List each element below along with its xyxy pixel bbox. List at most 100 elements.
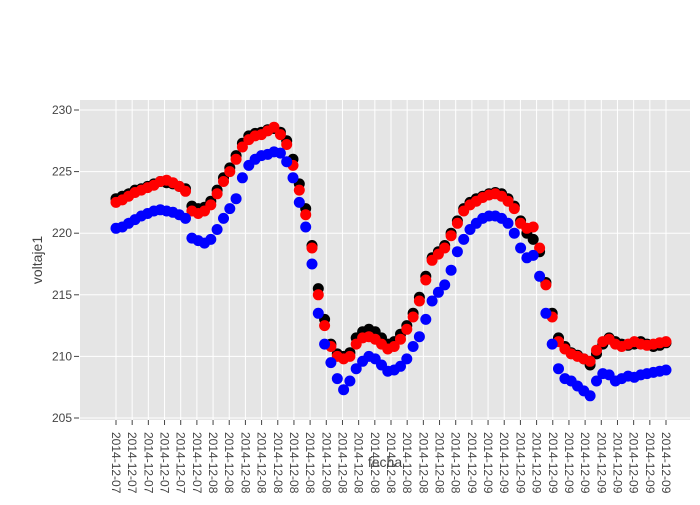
x-tick-label: 2014-12-07 xyxy=(190,432,204,494)
data-point xyxy=(439,279,451,291)
data-point xyxy=(401,323,413,335)
data-point xyxy=(451,217,463,229)
data-point xyxy=(344,350,356,362)
y-tick-label: 205 xyxy=(52,411,72,425)
data-point xyxy=(293,196,305,208)
data-point xyxy=(546,338,558,350)
x-tick-label: 2014-12-08 xyxy=(384,432,398,494)
data-point xyxy=(281,156,293,168)
data-point xyxy=(180,212,191,224)
data-point xyxy=(540,307,552,319)
x-tick-labels: 2014-12-07 2014-12-07 2014-12-07 2014-12-07… xyxy=(109,420,673,494)
data-point xyxy=(293,184,305,196)
y-axis-title: voltaje1 xyxy=(29,236,45,284)
x-tick-label: 2014-12-09 xyxy=(546,432,560,494)
data-point xyxy=(527,233,539,245)
y-tick-label: 230 xyxy=(52,103,72,117)
x-tick-label: 2014-12-07 xyxy=(141,432,155,494)
x-tick-label: 2014-12-09 xyxy=(562,432,576,494)
data-point xyxy=(534,270,546,282)
x-tick-label: 2014-12-08 xyxy=(433,432,447,494)
data-point xyxy=(540,279,552,291)
data-point xyxy=(420,274,432,286)
data-point xyxy=(312,307,324,319)
x-tick-label: 2014-12-08 xyxy=(222,432,236,494)
x-tick-label: 2014-12-07 xyxy=(109,432,123,494)
data-point xyxy=(274,129,286,141)
x-tick-label: 2014-12-08 xyxy=(400,432,414,494)
data-point xyxy=(281,139,293,150)
series-layer xyxy=(110,121,672,402)
x-tick-label: 2014-12-08 xyxy=(271,432,285,494)
data-point xyxy=(218,212,229,224)
series-group xyxy=(110,121,672,367)
data-point xyxy=(224,166,236,178)
x-tick-label: 2014-12-08 xyxy=(287,432,301,494)
data-point xyxy=(445,230,457,242)
y-tick-label: 215 xyxy=(52,288,72,302)
data-point xyxy=(300,221,312,233)
data-point xyxy=(458,233,470,245)
y-tick-label: 220 xyxy=(52,226,72,240)
data-point xyxy=(312,289,324,301)
x-tick-label: 2014-12-09 xyxy=(578,432,592,494)
x-tick-label: 2014-12-08 xyxy=(416,432,430,494)
x-tick-label: 2014-12-08 xyxy=(449,432,463,494)
data-point xyxy=(224,203,236,215)
data-point xyxy=(527,249,539,261)
data-point xyxy=(395,333,406,345)
x-tick-label: 2014-12-09 xyxy=(481,432,495,494)
data-point xyxy=(401,353,413,365)
data-point xyxy=(407,311,419,323)
y-tick-label: 225 xyxy=(52,165,72,179)
x-tick-label: 2014-12-09 xyxy=(643,432,657,494)
data-point xyxy=(502,195,514,207)
x-tick-label: 2014-12-08 xyxy=(238,432,252,494)
x-tick-label: 2014-12-09 xyxy=(465,432,479,494)
data-point xyxy=(230,153,242,165)
x-tick-label: 2014-12-09 xyxy=(659,432,673,494)
data-point xyxy=(591,375,602,387)
data-point xyxy=(306,258,318,270)
data-point xyxy=(395,360,406,372)
x-tick-label: 2014-12-09 xyxy=(627,432,641,494)
data-point xyxy=(205,233,217,245)
x-tick-label: 2014-12-07 xyxy=(158,432,172,494)
data-point xyxy=(660,364,672,376)
x-tick-label: 2014-12-07 xyxy=(174,432,188,494)
series-group xyxy=(110,146,672,402)
x-tick-label: 2014-12-08 xyxy=(368,432,382,494)
data-point xyxy=(230,193,242,205)
data-point xyxy=(211,188,223,200)
data-point xyxy=(439,242,451,254)
data-point xyxy=(413,295,425,307)
data-point xyxy=(300,209,312,221)
x-tick-label: 2014-12-08 xyxy=(206,432,220,494)
data-point xyxy=(584,355,596,367)
x-tick-label: 2014-12-08 xyxy=(303,432,317,494)
data-point xyxy=(218,176,229,187)
data-point xyxy=(426,295,438,307)
data-point xyxy=(338,384,350,396)
data-point xyxy=(508,203,520,215)
x-tick-label: 2014-12-08 xyxy=(352,432,366,494)
x-axis-title: fecha xyxy=(368,454,402,470)
data-point xyxy=(445,264,457,276)
data-point xyxy=(502,217,514,229)
x-tick-label: 2014-12-08 xyxy=(319,432,333,494)
data-point xyxy=(508,227,520,239)
data-point xyxy=(451,246,463,258)
data-point xyxy=(331,373,343,385)
data-point xyxy=(268,121,280,133)
data-point xyxy=(325,357,337,369)
x-tick-label: 2014-12-07 xyxy=(125,432,139,494)
data-point xyxy=(306,242,318,254)
x-tick-label: 2014-12-09 xyxy=(497,432,511,494)
data-point xyxy=(413,331,425,343)
x-tick-label: 2014-12-09 xyxy=(610,432,624,494)
data-point xyxy=(236,172,248,184)
x-tick-label: 2014-12-09 xyxy=(513,432,527,494)
data-point xyxy=(388,341,400,352)
data-point xyxy=(205,199,217,211)
